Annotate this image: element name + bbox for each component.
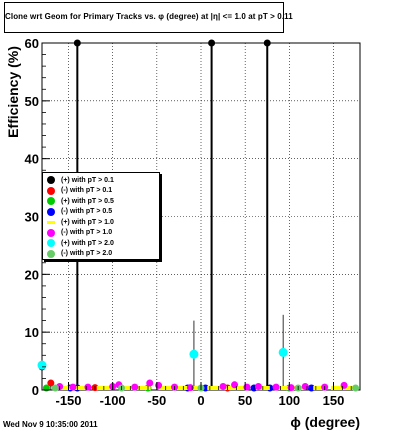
data-point [254,383,262,391]
data-point [136,386,151,390]
legend-item: (+) with pT > 0.5 [47,196,114,206]
axes: -150 -100 -50 0 50 100 150 0 10 20 30 40 50 60 [25,36,361,408]
data-point [243,383,251,391]
x-axis-title: ϕ (degree) [290,414,360,430]
x-tick-label: 150 [323,393,345,408]
x-tick-label: -100 [100,393,126,408]
data-point [313,386,328,390]
data-point [131,383,139,391]
data-point [189,349,199,359]
data-point [69,383,77,391]
legend-item: (-) with pT > 1.0 [47,228,112,238]
legend-label: (-) with pT > 0.5 [61,208,113,215]
data-point [233,386,248,390]
y-tick-label: 40 [25,152,39,167]
data-point [74,386,89,390]
legend-item: (-) with pT > 0.1 [47,186,112,196]
data-point [307,384,315,392]
data-point [186,384,194,392]
x-tick-label: -150 [55,393,81,408]
data-point [51,384,59,392]
legend-item: (-) with pT > 2.0 [47,249,112,259]
data-point [352,384,360,392]
chart-title: Clone wrt Geom for Primary Tracks vs. φ … [5,12,293,21]
legend-item: (+) with pT > 1.0 [47,217,114,227]
data-point [231,381,239,389]
legend-marker-light-green [47,249,55,258]
legend: (+) with pT > 0.1 (-) with pT > 0.1 (+) … [42,172,160,260]
data-point [219,383,227,391]
data-point [330,386,345,390]
legend-marker-red [47,186,55,195]
y-tick-label: 30 [25,210,39,225]
chart-title-box: Clone wrt Geom for Primary Tracks vs. φ … [4,2,293,33]
data-point [277,386,292,390]
data-point [171,386,186,390]
data-point [118,386,133,390]
y-axis-title: Efficiency (%) [5,46,21,138]
x-tick-label: 50 [238,393,252,408]
y-tick-label: 50 [25,94,39,109]
data-point [146,379,154,387]
y-tick-label: 60 [25,36,39,51]
legend-item: (-) with pT > 0.5 [47,207,112,217]
x-tick-label: 100 [278,393,300,408]
grid-lines [42,42,360,391]
data-point [207,386,222,390]
legend-item: (+) with pT > 0.1 [47,175,114,185]
y-tick-label: 0 [32,383,39,398]
legend-item: (+) with pT > 2.0 [47,238,114,248]
data-point [278,347,288,357]
legend-label: (-) with pT > 0.1 [61,187,113,194]
legend-marker-cyan [47,239,55,247]
data-point [73,39,81,47]
legend-label: (+) with pT > 0.1 [61,176,114,184]
data-point [263,39,271,47]
legend-label: (-) with pT > 2.0 [61,250,113,257]
timestamp: Wed Nov 9 10:35:00 2011 [3,420,98,429]
data-point [37,360,47,370]
data-point [57,386,72,390]
legend-marker-green [47,197,55,205]
legend-marker-yellow [47,220,55,224]
legend-label: (+) with pT > 1.0 [61,218,114,226]
data-point [155,381,163,389]
data-point [340,381,348,389]
data-point [84,383,92,391]
legend-marker-magenta [47,228,55,237]
legend-label: (+) with pT > 2.0 [61,239,114,247]
data-point [208,39,216,47]
legend-label: (+) with pT > 0.5 [61,197,114,205]
data-point [301,383,309,391]
x-tick-label: 0 [197,393,204,408]
x-tick-label: -50 [147,393,166,408]
legend-marker-blue [47,207,55,216]
legend-marker-black [47,176,55,184]
data-point [287,384,295,392]
y-tick-label: 10 [25,325,39,340]
y-tick-label: 20 [25,267,39,282]
legend-label: (-) with pT > 1.0 [61,229,113,236]
data-point [272,383,280,391]
data-point [47,379,55,387]
